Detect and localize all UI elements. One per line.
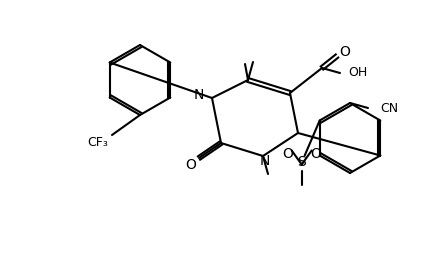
Text: CF₃: CF₃	[88, 136, 108, 150]
Text: N: N	[260, 154, 270, 168]
Text: O: O	[310, 148, 321, 162]
Text: O: O	[339, 45, 351, 59]
Text: OH: OH	[348, 67, 367, 80]
Text: CN: CN	[380, 102, 398, 115]
Text: S: S	[297, 155, 306, 169]
Text: O: O	[282, 148, 293, 162]
Text: O: O	[186, 158, 196, 172]
Text: N: N	[194, 88, 204, 102]
